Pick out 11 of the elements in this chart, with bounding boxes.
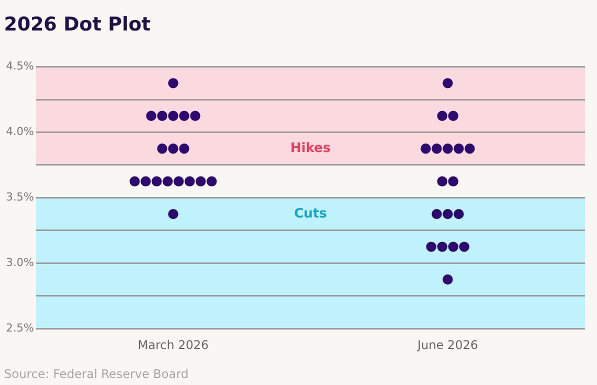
y-tick-label: 4.5% <box>6 60 34 73</box>
x-tick-label: June 2026 <box>416 338 478 352</box>
y-tick-label: 4.0% <box>6 125 34 138</box>
band-label: Hikes <box>290 140 331 156</box>
y-tick-label: 2.5% <box>6 321 34 334</box>
chart-title: 2026 Dot Plot <box>4 13 151 36</box>
band-label: Cuts <box>294 206 328 222</box>
source-note: Source: Federal Reserve Board <box>4 367 188 382</box>
x-tick-label: March 2026 <box>138 338 209 352</box>
y-tick-label: 3.0% <box>6 256 34 270</box>
y-tick-label: 3.5% <box>6 190 34 204</box>
